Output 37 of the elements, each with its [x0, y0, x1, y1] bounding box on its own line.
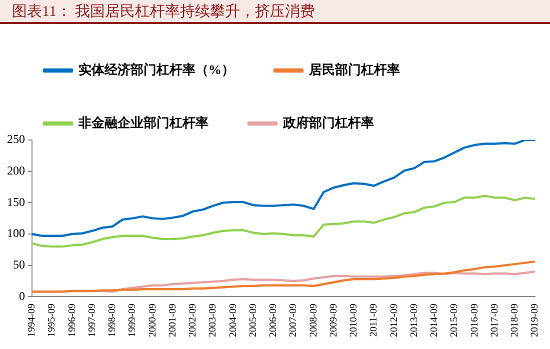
- y-tick-label: 100: [7, 226, 25, 240]
- chart-title: 图表11： 我国居民杠杆率持续攀升，挤压消费: [0, 0, 550, 24]
- x-tick-label: 2015-09: [449, 304, 460, 338]
- x-tick-label: 2014-09: [429, 304, 440, 338]
- x-tick-label: 2000-09: [147, 304, 158, 338]
- x-tick-label: 2007-09: [288, 304, 300, 338]
- x-tick-label: 1996-09: [66, 304, 78, 338]
- legend-label: 政府部门杠杆率: [282, 114, 374, 130]
- y-tick-label: 250: [7, 132, 25, 146]
- x-tick-label: 2019-09: [530, 304, 541, 338]
- legend-label: 居民部门杠杆率: [308, 62, 400, 77]
- y-tick-label: 0: [19, 288, 25, 303]
- x-tick-label: 2011-09: [368, 304, 380, 337]
- x-tick-label: 1997-09: [86, 304, 98, 338]
- x-tick-label: 2002-09: [188, 304, 199, 338]
- x-tick-label: 2018-09: [510, 304, 521, 338]
- x-tick-label: 1995-09: [46, 304, 58, 338]
- x-tick-label: 2008-09: [308, 304, 320, 338]
- y-tick-label: 150: [7, 194, 25, 209]
- x-tick-label: 2010-09: [348, 304, 360, 338]
- legend-label: 实体经济部门杠杆率（%）: [78, 62, 234, 77]
- x-tick-label: 2016-09: [469, 304, 480, 338]
- legend-label: 非金融企业部门杠杆率: [78, 114, 208, 130]
- x-tick-label: 2013-09: [408, 304, 420, 338]
- x-tick-label: 2012-09: [388, 304, 400, 338]
- x-tick-label: 1998-09: [107, 304, 118, 338]
- x-tick-label: 2003-09: [208, 304, 219, 338]
- y-tick-label: 200: [7, 163, 25, 178]
- x-tick-label: 2009-09: [328, 304, 340, 338]
- x-tick-label: 2006-09: [268, 304, 280, 338]
- x-tick-label: 1999-09: [127, 304, 138, 338]
- x-tick-label: 2001-09: [167, 304, 178, 338]
- x-tick-label: 1994-09: [26, 304, 38, 338]
- x-tick-label: 2005-09: [248, 304, 259, 338]
- x-tick-label: 2017-09: [489, 304, 500, 338]
- x-tick-label: 2004-09: [228, 304, 239, 338]
- y-tick-label: 50: [13, 257, 25, 272]
